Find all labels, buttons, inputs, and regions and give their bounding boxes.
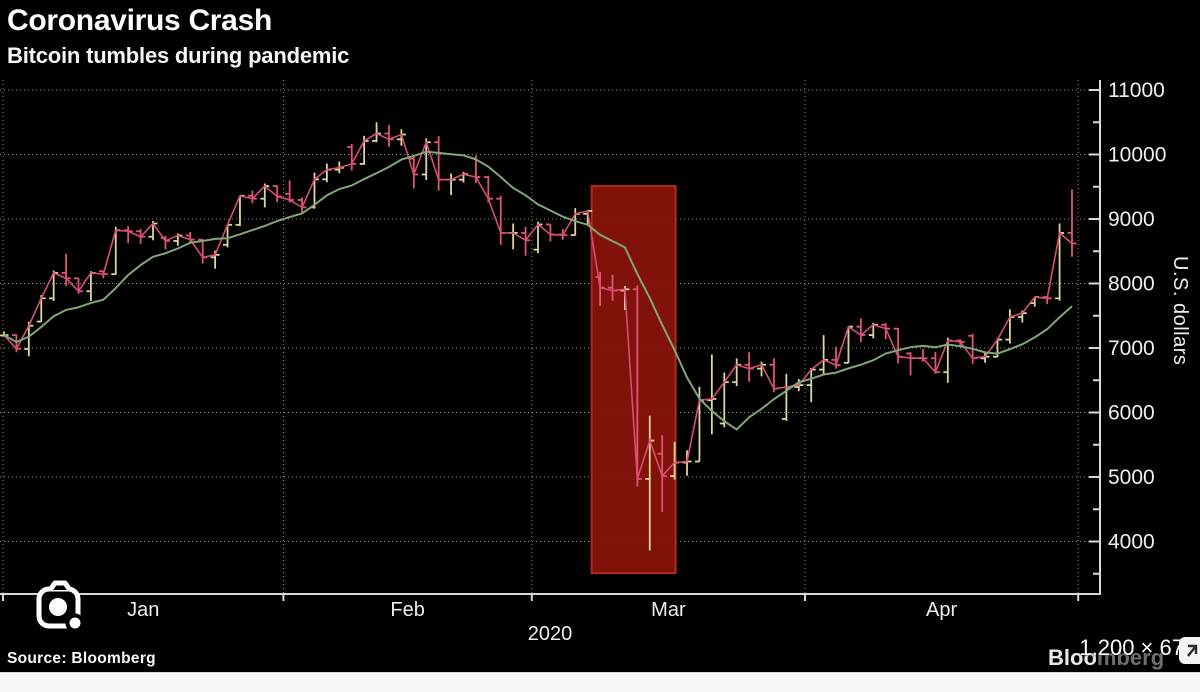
- overlay-badge-icon[interactable]: [1179, 637, 1200, 664]
- google-lens-camera-icon[interactable]: [34, 578, 86, 634]
- moving-average-line: [3, 150, 1073, 431]
- y-axis-unit-label: U.S. dollars: [1169, 256, 1191, 366]
- source-attribution: Source: Bloomberg: [7, 650, 156, 667]
- chart-title: Coronavirus Crash: [7, 4, 272, 37]
- svg-text:5000: 5000: [1108, 466, 1155, 489]
- svg-text:4000: 4000: [1108, 531, 1155, 554]
- image-dimensions-overlay: 1,200 × 67: [1079, 635, 1184, 660]
- bloomberg-watermark: Bloomberg: [1048, 645, 1164, 671]
- watermark-dim: mberg: [1096, 645, 1165, 670]
- svg-text:6000: 6000: [1108, 402, 1155, 425]
- crash-highlight-box: [590, 185, 677, 575]
- chart-subtitle: Bitcoin tumbles during pandemic: [7, 43, 350, 68]
- svg-text:9000: 9000: [1108, 208, 1155, 231]
- close-price-line: [3, 132, 1073, 480]
- svg-text:Jan: Jan: [127, 599, 159, 621]
- svg-text:Feb: Feb: [390, 599, 424, 621]
- watermark-bright: Bloo: [1048, 645, 1097, 670]
- page-background-strip: [0, 672, 1200, 692]
- svg-text:Apr: Apr: [926, 599, 957, 621]
- svg-text:2020: 2020: [528, 623, 573, 645]
- svg-text:Mar: Mar: [651, 599, 686, 621]
- svg-text:10000: 10000: [1108, 144, 1166, 167]
- svg-text:11000: 11000: [1108, 79, 1165, 102]
- svg-text:8000: 8000: [1108, 273, 1155, 296]
- svg-text:7000: 7000: [1108, 337, 1155, 360]
